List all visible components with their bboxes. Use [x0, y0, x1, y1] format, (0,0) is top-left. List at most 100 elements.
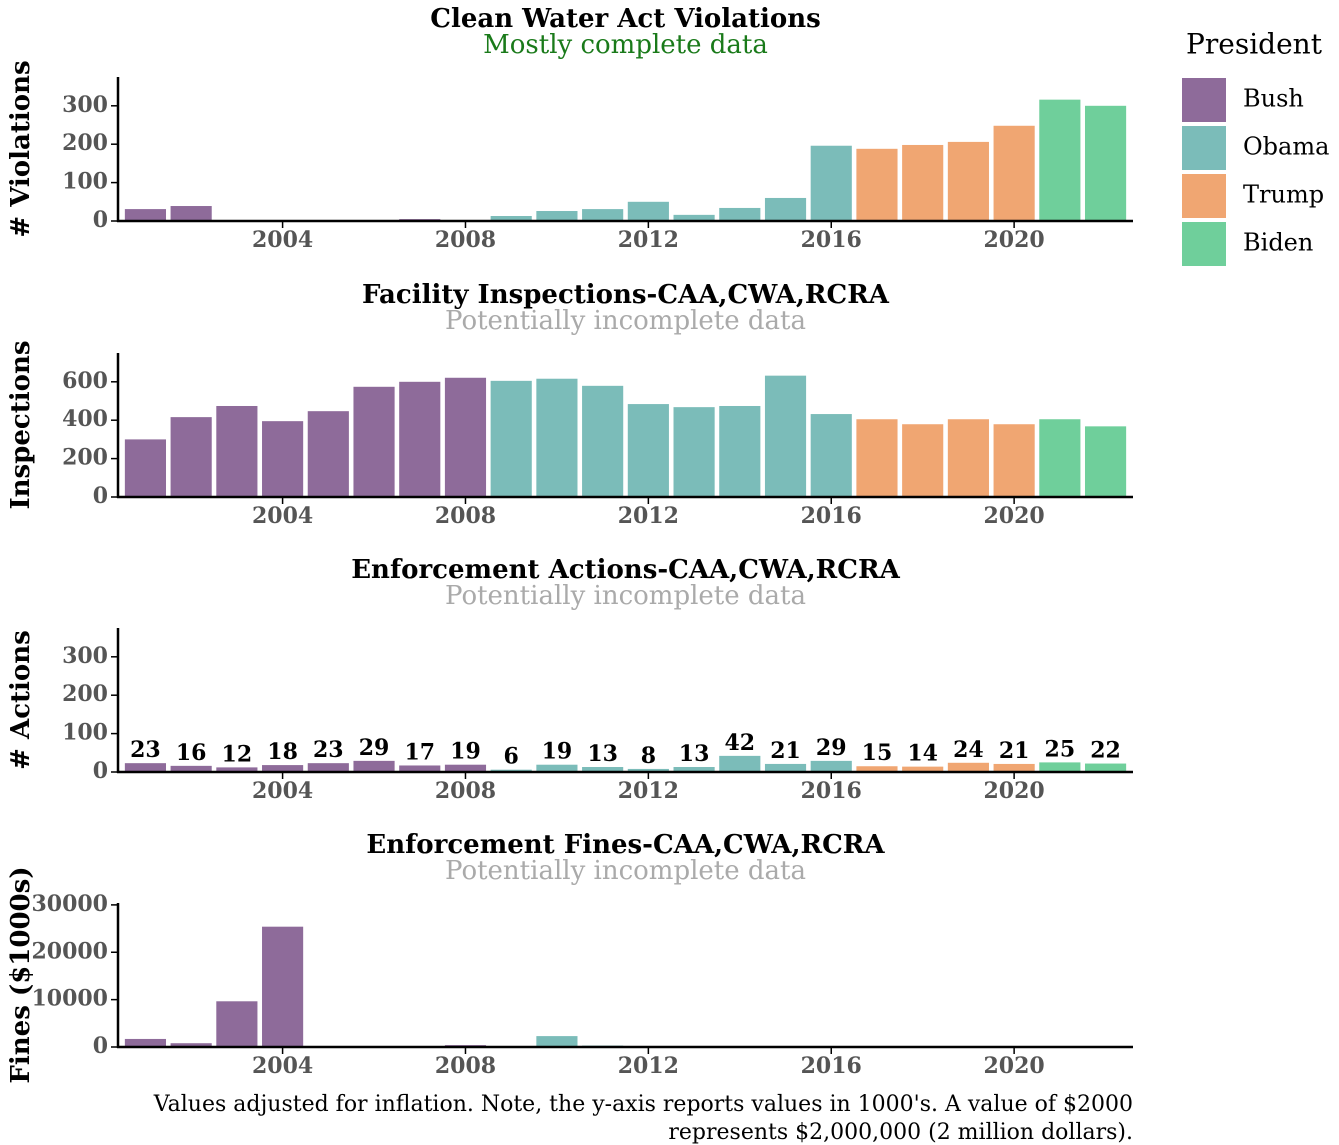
- footnote: Values adjusted for inflation. Note, the…: [153, 1092, 1133, 1117]
- y-tick-label: 200: [62, 681, 108, 707]
- bar: [810, 414, 852, 497]
- bar: [582, 767, 624, 772]
- data-label: 17: [404, 739, 435, 765]
- bar: [536, 211, 578, 221]
- x-tick-label: 2016: [801, 227, 862, 253]
- chart-subtitle: Potentially incomplete data: [445, 306, 806, 336]
- x-tick-label: 2020: [984, 778, 1045, 804]
- bar: [627, 404, 669, 497]
- bar: [993, 125, 1035, 221]
- y-tick-label: 300: [62, 643, 108, 669]
- bar: [536, 764, 578, 772]
- bar: [307, 411, 349, 497]
- y-tick-label: 600: [62, 368, 108, 394]
- bar: [1084, 763, 1127, 772]
- x-tick-label: 2004: [252, 503, 313, 529]
- x-tick-label: 2008: [435, 227, 496, 253]
- bar: [170, 206, 212, 221]
- data-label: 23: [313, 737, 344, 763]
- data-label: 29: [816, 735, 847, 761]
- bar: [902, 766, 944, 772]
- y-axis-label: # Violations: [6, 60, 36, 237]
- bar: [719, 755, 761, 772]
- data-label: 13: [679, 741, 710, 767]
- x-tick-label: 2020: [984, 1053, 1045, 1079]
- bar: [856, 419, 898, 497]
- x-tick-label: 2016: [801, 503, 862, 529]
- data-label: 42: [724, 730, 755, 756]
- bar: [1084, 426, 1127, 497]
- x-tick-label: 2012: [618, 227, 679, 253]
- bar: [902, 424, 944, 497]
- bar: [170, 1043, 212, 1047]
- x-tick-label: 2004: [252, 1053, 313, 1079]
- legend-swatch: [1182, 174, 1226, 218]
- x-tick-label: 2020: [984, 503, 1045, 529]
- bar: [993, 424, 1035, 497]
- x-tick-label: 2008: [435, 1053, 496, 1079]
- bar: [673, 767, 715, 772]
- bar: [810, 145, 852, 221]
- chart-title: Enforcement Fines-CAA,CWA,RCRA: [366, 830, 885, 860]
- bar: [856, 148, 898, 221]
- data-label: 19: [542, 739, 573, 765]
- legend-swatch: [1182, 222, 1226, 266]
- chart-title: Enforcement Actions-CAA,CWA,RCRA: [351, 555, 900, 585]
- legend-label: Trump: [1243, 181, 1324, 209]
- x-tick-label: 2012: [618, 778, 679, 804]
- x-tick-label: 2004: [252, 227, 313, 253]
- bar: [216, 405, 258, 497]
- legend-label: Bush: [1243, 85, 1304, 113]
- x-tick-label: 2008: [435, 778, 496, 804]
- bar: [810, 760, 852, 772]
- bar: [1039, 419, 1081, 497]
- data-label: 6: [504, 744, 519, 770]
- bar: [582, 209, 624, 221]
- bar: [764, 197, 807, 221]
- legend-swatch: [1182, 78, 1226, 122]
- bar: [764, 763, 807, 772]
- bar: [947, 141, 989, 221]
- y-axis-label: Inspections: [6, 340, 36, 509]
- bar: [262, 926, 304, 1047]
- data-label: 15: [862, 740, 893, 766]
- bar: [307, 763, 349, 772]
- y-tick-label: 200: [62, 130, 108, 156]
- y-tick-label: 100: [62, 720, 108, 746]
- bar: [673, 214, 715, 221]
- bar: [1084, 105, 1127, 221]
- y-tick-label: 30000: [31, 891, 108, 917]
- bar: [1039, 99, 1081, 221]
- data-label: 13: [587, 741, 618, 767]
- bar: [947, 762, 989, 772]
- y-tick-label: 0: [93, 483, 108, 509]
- bar: [124, 209, 167, 221]
- legend-title: President: [1186, 28, 1323, 61]
- data-label: 12: [222, 741, 253, 767]
- legend-swatch: [1182, 126, 1226, 170]
- chart-subtitle: Mostly complete data: [483, 30, 768, 60]
- bar: [947, 419, 989, 497]
- bar: [536, 1036, 578, 1047]
- data-label: 25: [1045, 736, 1076, 762]
- bar: [490, 380, 532, 497]
- data-label: 23: [130, 737, 161, 763]
- bar: [124, 439, 167, 497]
- x-tick-label: 2012: [618, 503, 679, 529]
- bar: [262, 765, 304, 772]
- bar: [673, 407, 715, 497]
- data-label: 24: [953, 737, 984, 763]
- chart-title: Facility Inspections-CAA,CWA,RCRA: [362, 280, 890, 310]
- data-label: 21: [999, 738, 1030, 764]
- y-tick-label: 20000: [31, 938, 108, 964]
- data-label: 16: [176, 740, 207, 766]
- x-tick-label: 2016: [801, 778, 862, 804]
- y-tick-label: 400: [62, 406, 108, 432]
- data-label: 8: [641, 743, 656, 769]
- bar: [399, 765, 441, 772]
- bar: [444, 377, 487, 497]
- legend-label: Biden: [1243, 229, 1313, 257]
- bar: [856, 766, 898, 772]
- data-label: 14: [907, 741, 938, 767]
- bar: [993, 763, 1035, 772]
